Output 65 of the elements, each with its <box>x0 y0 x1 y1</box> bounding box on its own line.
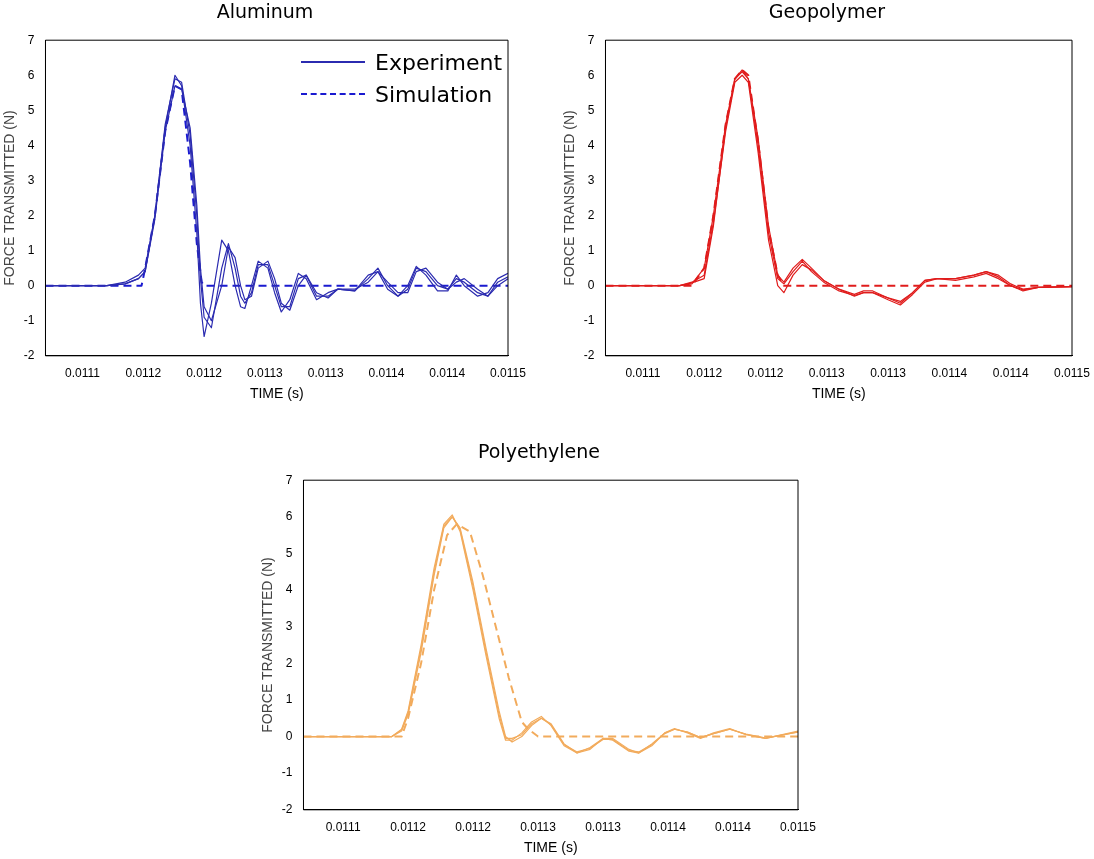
chart-title: Polyethylene <box>476 440 602 462</box>
y-tick-label: 4 <box>587 137 595 152</box>
y-tick-label: 3 <box>27 172 35 187</box>
y-tick-label: 7 <box>27 32 35 47</box>
y-tick-label: 5 <box>587 102 595 117</box>
y-tick-label: -2 <box>281 802 293 817</box>
y-tick-label: 6 <box>587 67 595 82</box>
y-tick-label: -1 <box>23 313 35 328</box>
x-tick-label: 0.0115 <box>1054 366 1091 381</box>
x-tick-label: 0.0111 <box>65 366 101 381</box>
x-tick-label: 0.0115 <box>490 366 527 381</box>
y-tick-label: 1 <box>587 242 595 257</box>
y-tick-label: 3 <box>587 172 595 187</box>
legend-label: Simulation <box>375 81 493 107</box>
y-tick-label: 5 <box>285 545 293 560</box>
x-tick-label: 0.0113 <box>307 366 344 381</box>
y-tick-label: 1 <box>27 242 35 257</box>
x-tick-label: 0.0112 <box>747 366 784 381</box>
x-tick-label: 0.0112 <box>455 820 492 835</box>
x-axis-title: TIME (s) <box>523 839 578 856</box>
y-axis-title: FORCE TRANSMITTED (N) <box>561 110 578 286</box>
y-tick-label: 7 <box>285 472 293 487</box>
x-axis-title: TIME (s) <box>811 385 866 402</box>
x-tick-label: 0.0114 <box>429 366 466 381</box>
x-tick-label: 0.0114 <box>715 820 752 835</box>
x-axis-title: TIME (s) <box>249 385 304 402</box>
x-tick-label: 0.0113 <box>585 820 622 835</box>
y-tick-label: 2 <box>587 207 595 222</box>
x-tick-label: 0.0112 <box>186 366 223 381</box>
chart-title: Aluminum <box>215 0 315 22</box>
y-tick-label: 3 <box>285 619 293 633</box>
y-tick-label: -2 <box>23 348 35 363</box>
x-tick-label: 0.0114 <box>931 366 968 381</box>
x-tick-label: 0.0113 <box>870 366 907 381</box>
y-tick-label: 4 <box>285 582 293 597</box>
x-tick-label: 0.0114 <box>650 820 687 835</box>
y-tick-label: 2 <box>27 207 35 222</box>
x-tick-label: 0.0112 <box>390 820 427 835</box>
x-tick-label: 0.0112 <box>125 366 162 381</box>
y-tick-label: 0 <box>285 728 293 743</box>
x-tick-label: 0.0113 <box>246 366 284 381</box>
y-tick-label: 6 <box>285 509 293 524</box>
y-tick-label: -1 <box>583 313 595 328</box>
y-tick-label: 2 <box>285 655 293 670</box>
x-tick-label: 0.0113 <box>808 366 846 381</box>
y-tick-label: 0 <box>27 277 35 292</box>
y-tick-label: 0 <box>587 277 595 292</box>
legend-label: Experiment <box>375 49 503 75</box>
y-axis-title: FORCE TRANSMITTED (N) <box>1 110 18 286</box>
y-tick-label: -2 <box>583 348 595 363</box>
y-axis-title: FORCE TRANSMITTED (N) <box>259 557 276 733</box>
x-tick-label: 0.0115 <box>780 820 817 835</box>
x-tick-label: 0.0114 <box>368 366 405 381</box>
y-tick-label: 5 <box>27 102 35 117</box>
x-tick-label: 0.0111 <box>325 820 361 835</box>
y-tick-label: 6 <box>27 67 35 82</box>
x-tick-label: 0.0113 <box>520 820 557 835</box>
y-tick-label: 4 <box>27 137 35 152</box>
y-tick-label: 7 <box>587 32 595 47</box>
y-tick-label: 1 <box>285 692 293 707</box>
chart-title: Geopolymer <box>767 0 887 22</box>
y-tick-label: -1 <box>281 765 293 780</box>
x-tick-label: 0.0111 <box>625 366 661 381</box>
x-tick-label: 0.0112 <box>686 366 723 381</box>
x-tick-label: 0.0114 <box>992 366 1029 381</box>
